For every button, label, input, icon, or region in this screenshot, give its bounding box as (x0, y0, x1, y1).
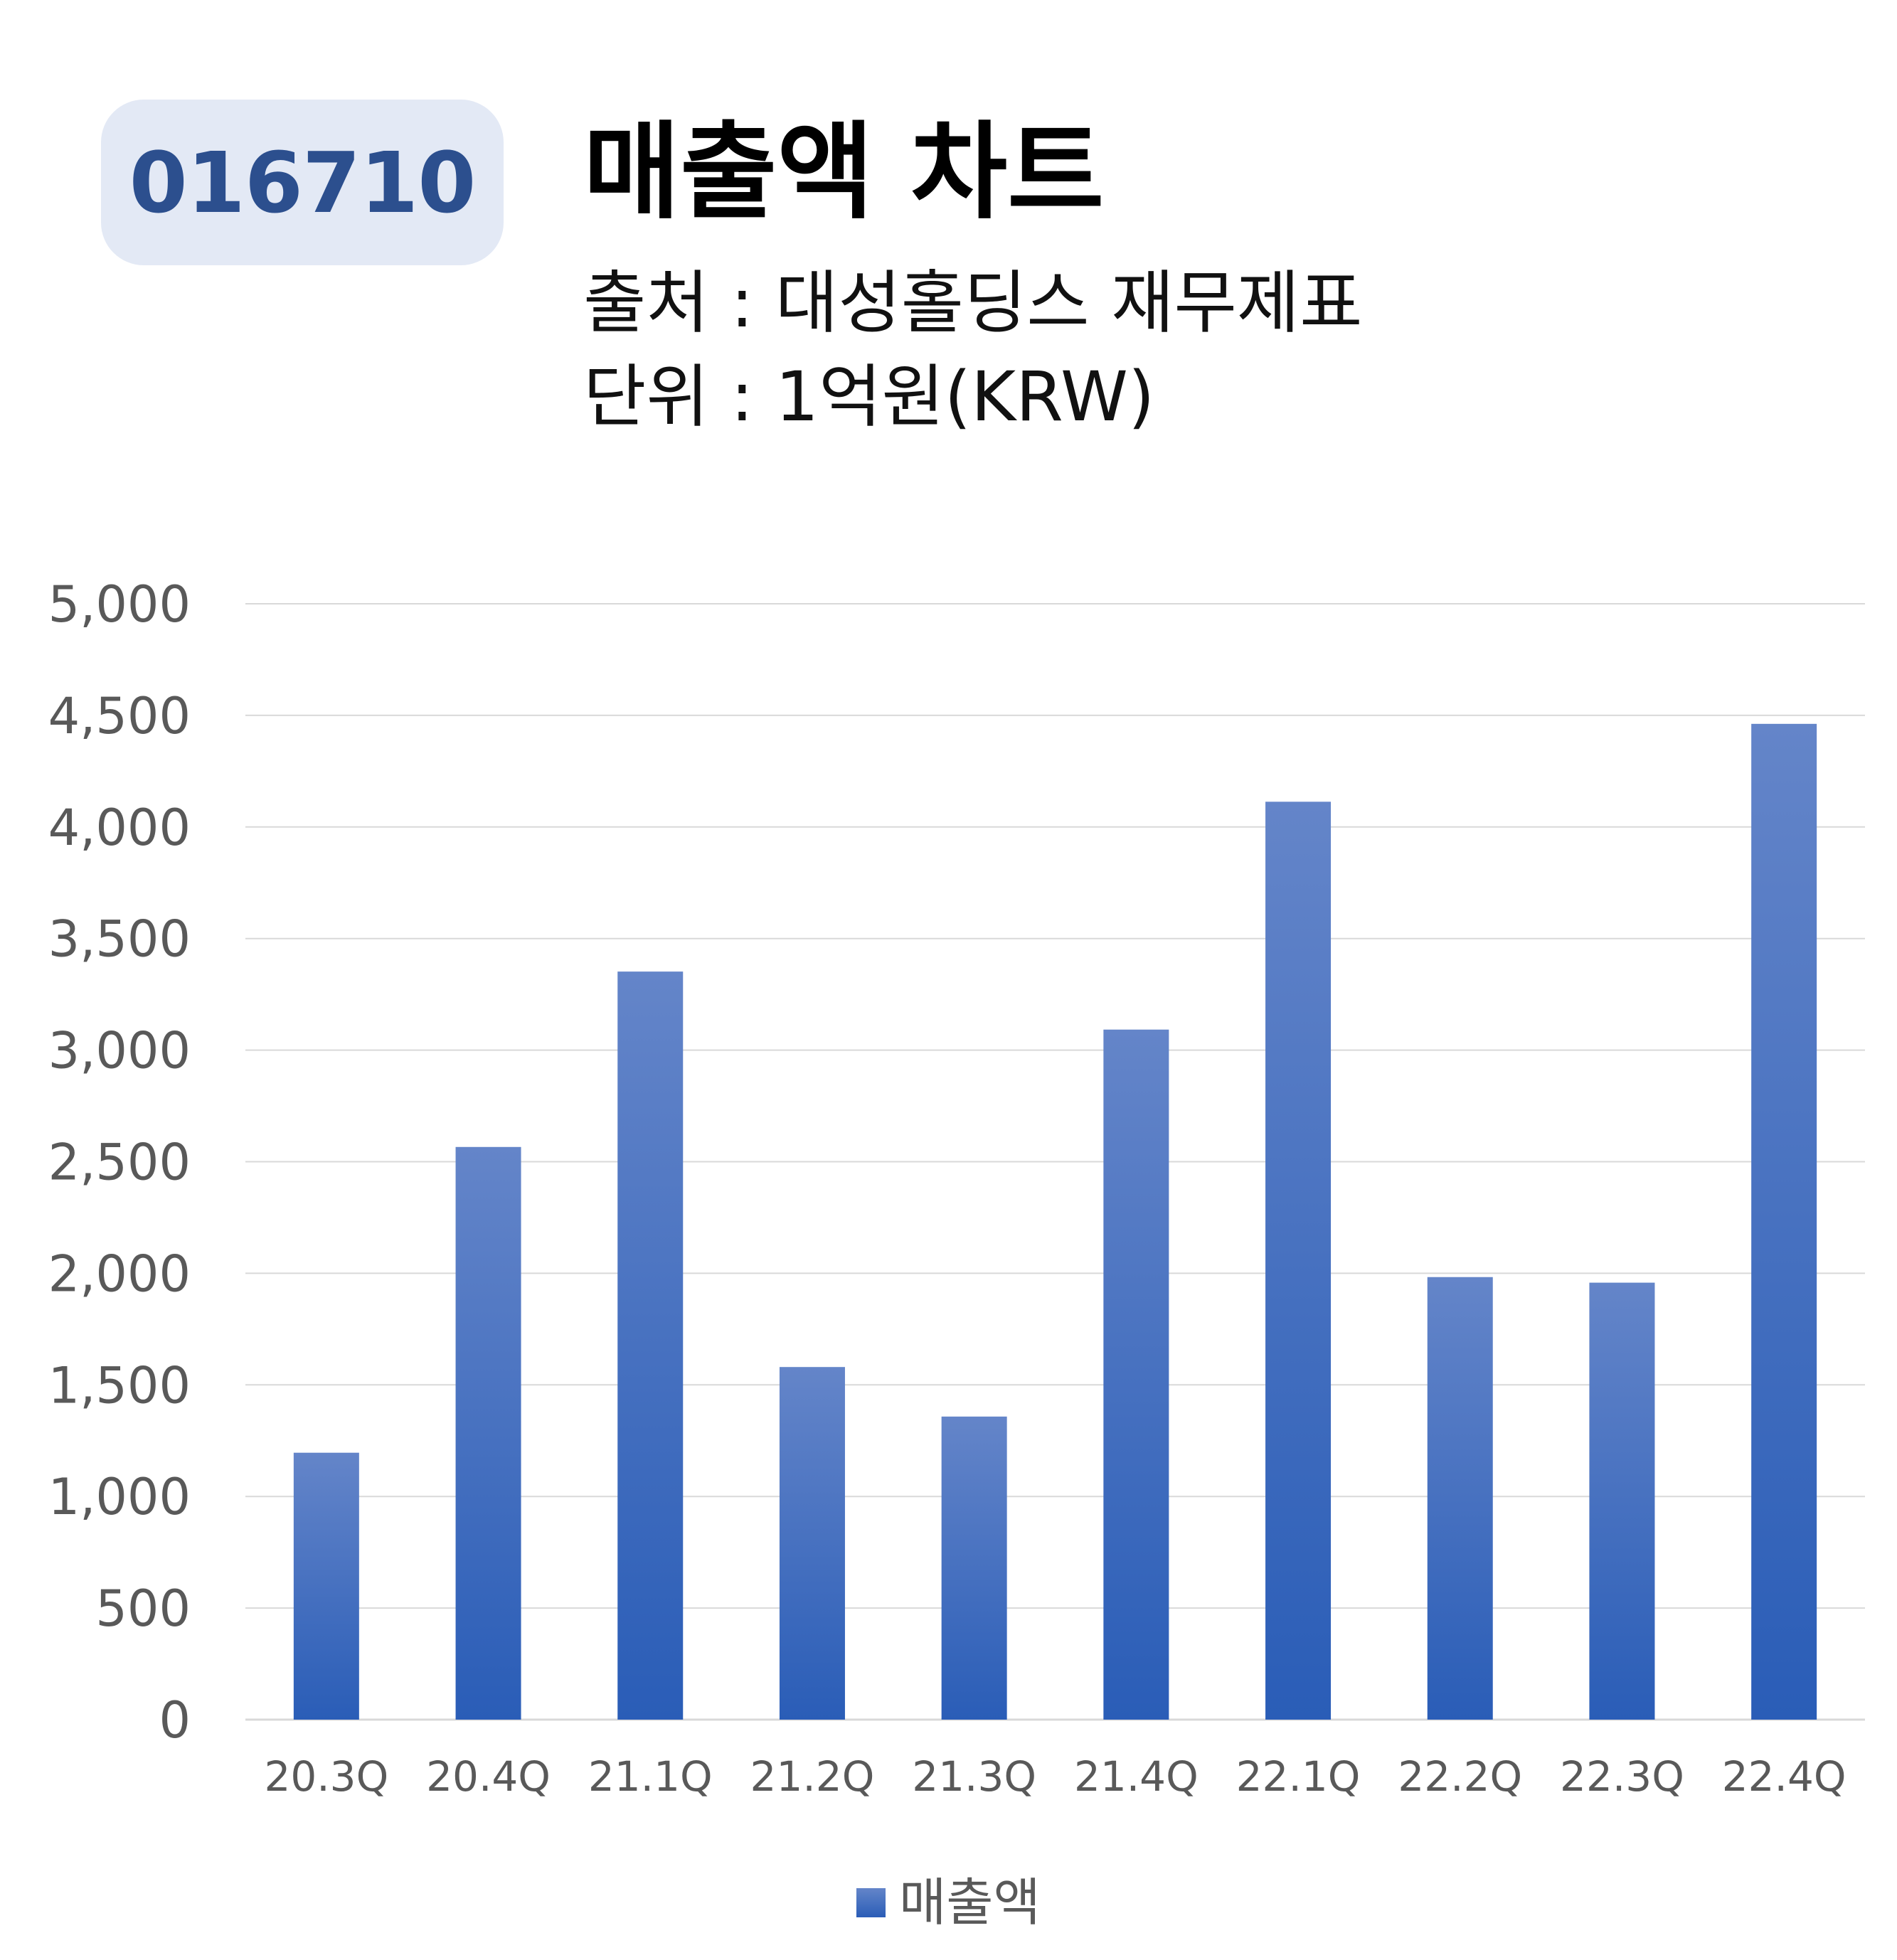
x-tick-label: 22.1Q (1236, 1752, 1361, 1801)
bar-21.1Q (617, 971, 684, 1720)
x-tick-label: 22.4Q (1722, 1752, 1846, 1801)
x-tick-label: 20.3Q (264, 1752, 388, 1801)
legend-label-revenue: 매출액 (899, 1873, 1041, 1932)
y-tick-label: 3,500 (48, 910, 191, 969)
y-tick-label: 5,000 (48, 575, 191, 634)
x-tick-label: 21.4Q (1074, 1752, 1199, 1801)
bar-20.4Q (455, 1146, 521, 1720)
bars (293, 723, 1817, 1720)
y-tick-label: 1,500 (48, 1356, 191, 1415)
y-tick-label: 1,000 (48, 1468, 191, 1526)
y-tick-label: 0 (159, 1691, 191, 1749)
stock-code-badge: 016710 (101, 100, 504, 265)
stock-code: 016710 (129, 133, 477, 232)
x-tick-label: 21.3Q (912, 1752, 1036, 1801)
bar-22.2Q (1427, 1277, 1493, 1720)
y-tick-label: 500 (95, 1580, 191, 1638)
legend: 매출액 (856, 1873, 1041, 1932)
bar-21.3Q (941, 1416, 1007, 1720)
chart-title: 매출액 차트 (583, 111, 1105, 233)
legend-swatch (856, 1888, 886, 1917)
bar-22.3Q (1589, 1282, 1655, 1720)
x-tick-label: 22.2Q (1398, 1752, 1522, 1801)
bar-20.3Q (293, 1452, 359, 1720)
bar-21.4Q (1103, 1029, 1169, 1720)
bar-22.1Q (1265, 801, 1332, 1720)
x-tick-label: 22.3Q (1560, 1752, 1684, 1801)
x-tick-label: 21.2Q (750, 1752, 875, 1801)
unit-label: 단위 : 1억원(KRW) (583, 357, 1155, 437)
x-axis-ticks: 20.3Q 20.4Q 21.1Q 21.2Q 21.3Q 21.4Q 22.1Q 22.2Q… (264, 1752, 1846, 1801)
y-tick-label: 4,000 (48, 799, 191, 857)
bar-22.4Q (1751, 723, 1817, 1720)
x-tick-label: 21.1Q (588, 1752, 713, 1801)
y-tick-label: 2,500 (48, 1134, 191, 1192)
y-tick-label: 4,500 (48, 687, 191, 745)
y-axis-ticks: 0 500 1,000 1,500 2,000 2,500 3,000 3,500 4,000 4… (48, 575, 191, 1749)
x-tick-label: 20.4Q (426, 1752, 551, 1801)
y-tick-label: 3,000 (48, 1022, 191, 1080)
bar-21.2Q (779, 1367, 845, 1720)
y-tick-label: 2,000 (48, 1245, 191, 1303)
source-label: 출처 : 대성홀딩스 재무제표 (583, 263, 1363, 343)
